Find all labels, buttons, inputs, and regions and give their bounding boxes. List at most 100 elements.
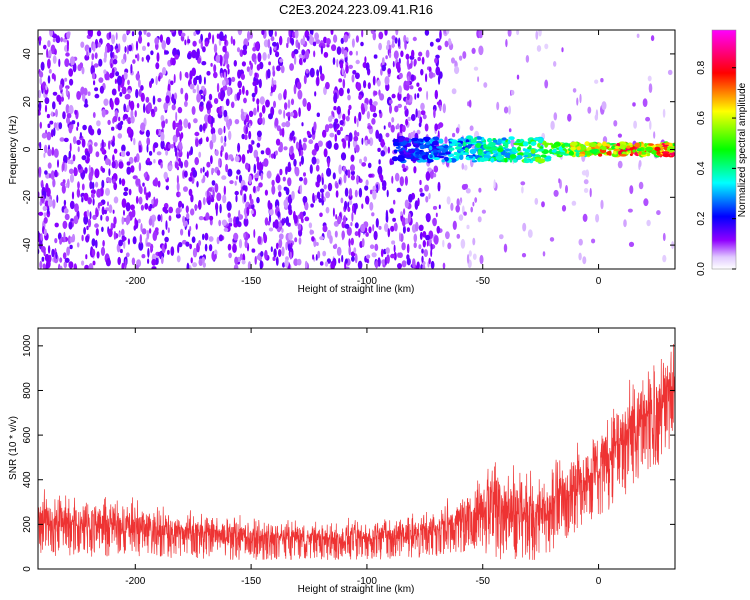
spectrogram-cell bbox=[343, 173, 347, 184]
spectrogram-cell bbox=[173, 92, 178, 100]
spectrogram-cell bbox=[427, 167, 432, 172]
spectrogram-cell bbox=[45, 182, 49, 193]
spectrogram-cell bbox=[82, 124, 87, 131]
spectrogram-cell bbox=[129, 100, 135, 111]
spectrogram-cell bbox=[455, 205, 461, 213]
spectrogram-cell bbox=[385, 247, 390, 255]
spectrogram-cell bbox=[69, 200, 75, 210]
spectrogram-cell bbox=[354, 130, 357, 138]
spectrogram-cell bbox=[95, 228, 99, 236]
spectrogram-cell bbox=[330, 260, 336, 269]
spectrogram-signal-cell bbox=[419, 159, 428, 163]
spectrogram-cell bbox=[198, 138, 202, 145]
spectrogram-cell bbox=[356, 118, 359, 128]
spectrogram-signal-cell bbox=[443, 156, 449, 162]
spectrogram-cell bbox=[260, 172, 264, 181]
spectrogram-cell bbox=[254, 72, 258, 78]
spectrogram-cell bbox=[425, 213, 431, 223]
spectrogram-cell bbox=[83, 227, 86, 235]
spectrogram-cell bbox=[179, 71, 182, 81]
spectrogram-cell bbox=[281, 122, 287, 128]
spectrogram-cell bbox=[187, 38, 191, 44]
spectrogram-cell bbox=[170, 246, 175, 256]
spectrogram-cell bbox=[340, 152, 347, 161]
spectrogram-cell bbox=[312, 192, 315, 203]
spectrogram-cell bbox=[65, 52, 70, 57]
spectrogram-cell bbox=[367, 139, 371, 145]
spectrogram-cell bbox=[88, 125, 93, 135]
spectrogram-cell bbox=[47, 245, 51, 254]
spectrogram-cell bbox=[364, 185, 369, 191]
spectrogram-cell bbox=[351, 74, 355, 83]
spectrogram-cell bbox=[183, 186, 188, 192]
spectrogram-cell bbox=[220, 72, 223, 78]
colorbar-tick-label: 0.4 bbox=[696, 161, 707, 175]
spectrogram-cell bbox=[155, 75, 158, 86]
spectrogram-cell bbox=[62, 220, 68, 229]
spectrogram-cell bbox=[226, 86, 231, 97]
spectrogram-cell bbox=[233, 60, 237, 67]
spectrogram-cell bbox=[238, 239, 243, 249]
spectrogram-cell bbox=[186, 151, 189, 160]
spectrogram-cell bbox=[50, 44, 56, 55]
spectrogram-cell bbox=[94, 168, 100, 179]
spectrogram-cell bbox=[356, 132, 360, 137]
spectrogram-cell bbox=[307, 131, 311, 136]
spectrogram-cell bbox=[295, 166, 300, 177]
spectrogram-cell bbox=[121, 216, 125, 225]
spectrogram-cell bbox=[402, 167, 407, 172]
spectrogram-cell bbox=[160, 114, 165, 122]
spectrogram-cell bbox=[325, 38, 331, 45]
spectrogram-cell bbox=[286, 42, 289, 49]
spectrogram-cell bbox=[157, 214, 161, 222]
x-tick-label: -200 bbox=[125, 276, 145, 287]
spectrogram-cell bbox=[238, 174, 243, 184]
spectrogram-cell bbox=[202, 233, 205, 240]
spectrogram-cell bbox=[138, 218, 141, 224]
spectrogram-cell bbox=[267, 68, 271, 79]
spectrogram-cell bbox=[41, 132, 47, 139]
spectrogram-cell bbox=[387, 228, 391, 238]
spectrogram-signal-cell bbox=[530, 141, 537, 147]
spectrogram-cell bbox=[391, 240, 396, 245]
spectrogram-signal-cell bbox=[644, 143, 648, 147]
spectrogram-cell bbox=[199, 124, 203, 132]
spectrogram-cell bbox=[108, 168, 111, 177]
spectrogram-cell bbox=[299, 161, 302, 167]
spectrogram-cell bbox=[63, 208, 69, 214]
spectrogram-cell bbox=[185, 241, 190, 247]
spectrogram-signal-cell bbox=[556, 153, 560, 157]
spectrogram-cell bbox=[406, 243, 410, 254]
spectrogram-signal-cell bbox=[589, 142, 597, 148]
spectrogram-cell bbox=[274, 30, 277, 37]
spectrogram-cell bbox=[79, 132, 82, 139]
spectrogram-cell bbox=[108, 204, 113, 214]
spectrogram-signal-cell bbox=[484, 146, 492, 150]
spectrogram-cell bbox=[198, 240, 202, 246]
spectrogram-cell bbox=[289, 251, 293, 260]
spectrogram-cell bbox=[378, 225, 382, 230]
spectrogram-cell bbox=[128, 44, 133, 52]
spectrogram-cell bbox=[274, 220, 278, 227]
spectrogram-cell bbox=[105, 258, 111, 267]
spectrogram-cell bbox=[207, 114, 212, 124]
spectrogram-cell bbox=[39, 260, 43, 269]
colorbar-tick-label: 0.6 bbox=[696, 111, 707, 125]
spectrogram-cell bbox=[141, 57, 144, 62]
spectrogram-cell bbox=[96, 251, 100, 259]
spectrogram-cell bbox=[351, 256, 355, 262]
spectrogram-cell bbox=[636, 33, 640, 38]
spectrogram-cell bbox=[215, 149, 219, 157]
spectrogram-cell bbox=[371, 252, 377, 258]
spectrogram-cell bbox=[59, 83, 63, 91]
spectrogram-cell bbox=[74, 109, 77, 115]
spectrogram-cell bbox=[256, 196, 260, 204]
spectrogram-cell bbox=[306, 101, 312, 112]
spectrogram-cell bbox=[325, 191, 331, 199]
spectrogram-cell bbox=[38, 211, 44, 216]
spectrogram-cell bbox=[274, 150, 278, 156]
spectrogram-cell bbox=[372, 112, 378, 118]
spectrogram-cell bbox=[333, 142, 339, 150]
